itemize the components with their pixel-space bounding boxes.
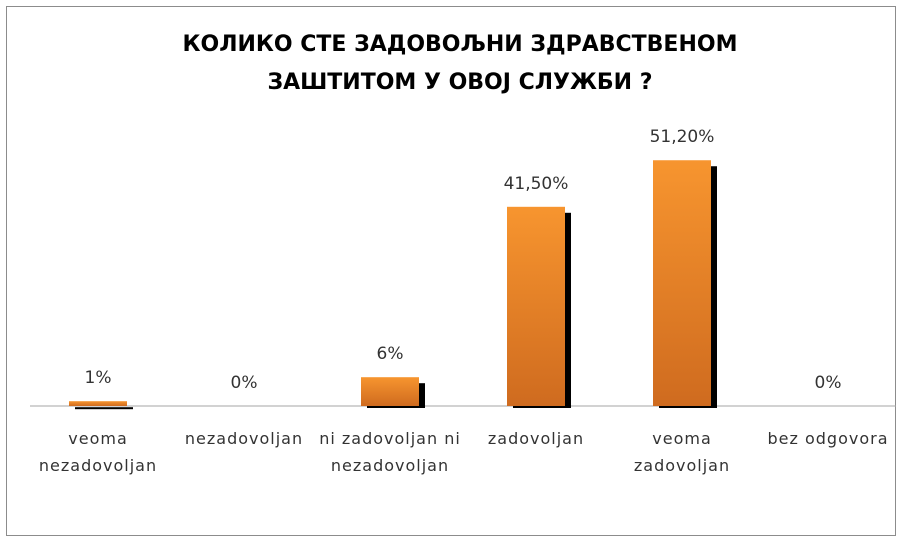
value-label: 51,20% [650, 127, 715, 147]
chart-title: КОЛИКО СТЕ ЗАДОВОЉНИ ЗДРАВСТВЕНОМ ЗАШТИТ… [182, 32, 738, 95]
bar [69, 401, 127, 406]
x-tick-label: ni zadovoljan ni nezadovoljan [319, 429, 461, 475]
value-label: 1% [85, 368, 112, 388]
bar [507, 206, 565, 406]
value-label: 0% [231, 373, 258, 393]
x-tick-label: veoma zadovoljan [633, 429, 731, 475]
bar-shadow [75, 407, 133, 410]
value-label: 41,50% [504, 174, 569, 194]
chart-frame [6, 6, 896, 536]
x-tick-label: zadovoljan [487, 429, 585, 448]
bar [361, 377, 419, 406]
x-tick-label: veoma nezadovoljan [38, 429, 158, 475]
x-tick-label: nezadovoljan [184, 429, 304, 448]
value-label: 0% [815, 373, 842, 393]
value-label: 6% [377, 344, 404, 364]
x-tick-label: bez odgovora [767, 429, 889, 448]
bar [653, 160, 711, 406]
